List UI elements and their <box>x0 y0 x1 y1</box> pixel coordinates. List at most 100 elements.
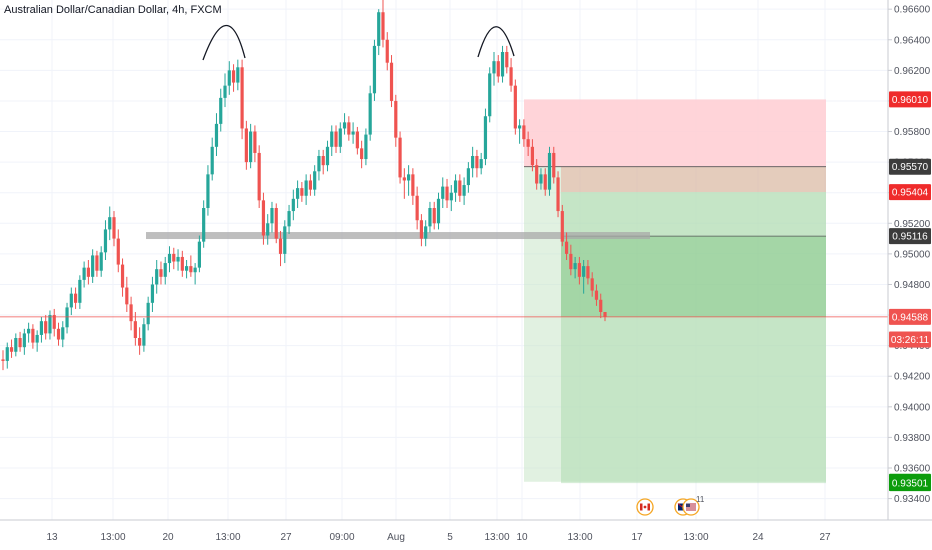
candle-body <box>236 67 240 83</box>
flag-stripe <box>686 503 696 505</box>
candle <box>231 64 236 92</box>
candle <box>313 165 317 196</box>
events[interactable]: 11 <box>636 495 705 516</box>
candle <box>1 350 5 371</box>
candle <box>535 159 539 190</box>
candle <box>189 255 193 277</box>
candle <box>35 330 39 352</box>
price-tag-bg <box>889 184 931 201</box>
candle-body <box>116 238 120 265</box>
candle-body <box>227 70 231 86</box>
candle-body <box>419 220 424 239</box>
candle <box>270 201 274 233</box>
candle <box>308 174 313 196</box>
candle <box>415 186 419 230</box>
candle-body <box>603 312 607 317</box>
candle <box>564 232 569 260</box>
price-tag-label: 0.95116 <box>892 232 928 243</box>
candle-body <box>5 347 9 361</box>
candle <box>398 131 402 184</box>
candle-body <box>14 338 18 352</box>
candle <box>31 324 35 349</box>
y-tick-label: 0.93800 <box>894 433 931 444</box>
price-tag: 0.96010 <box>889 91 931 108</box>
y-tick-label: 0.96200 <box>894 66 931 77</box>
candle <box>65 302 69 334</box>
candle <box>193 263 197 285</box>
candle <box>95 250 99 277</box>
candle <box>509 58 513 92</box>
candle-body <box>586 266 590 279</box>
candle-body <box>513 85 517 129</box>
candle-body <box>82 267 86 280</box>
canada-flag-icon[interactable] <box>636 498 654 516</box>
candle <box>330 125 334 156</box>
candle-body <box>159 269 163 277</box>
x-tick-label: Aug <box>387 532 405 543</box>
flag-field <box>686 503 696 511</box>
candle-body <box>381 12 385 40</box>
candle-body <box>500 52 505 77</box>
candle <box>364 128 368 166</box>
right-shoulder-arc <box>477 26 515 58</box>
candle-body <box>590 278 594 291</box>
x-tick-label: 24 <box>752 532 764 543</box>
candle <box>133 312 137 346</box>
candle-body <box>291 198 295 212</box>
candle-body <box>184 266 189 271</box>
candle-body <box>176 256 180 262</box>
flag-stripe <box>686 505 696 507</box>
candle-body <box>283 226 287 254</box>
flag-cross <box>677 503 683 508</box>
candle-body <box>295 188 300 199</box>
candle <box>505 45 509 74</box>
candle-body <box>475 156 479 169</box>
candle-body <box>120 264 125 288</box>
candle-body <box>48 315 52 334</box>
candle <box>56 322 61 346</box>
candle <box>582 260 586 294</box>
candle-body <box>577 263 581 277</box>
candle <box>321 149 325 175</box>
candle-body <box>278 238 283 254</box>
candle <box>432 201 436 230</box>
candle <box>479 152 483 175</box>
candle <box>197 235 201 273</box>
candle-body <box>398 137 402 178</box>
candle-body <box>411 174 415 196</box>
left-shoulder-arc <box>202 25 246 61</box>
candle <box>155 260 159 294</box>
candle-body <box>492 61 496 74</box>
candle <box>372 39 377 101</box>
candle-body <box>270 208 274 224</box>
candle <box>530 139 535 172</box>
time-axis[interactable]: 13 13:00 20 13:00 27 09:00 Aug 5 13:00 10 13:00 17 1… <box>0 519 932 543</box>
price-axis[interactable]: 0.966000.964000.962000.960000.958000.956… <box>887 0 931 520</box>
price-tag: 0.95570 <box>889 158 931 175</box>
candle <box>142 318 146 352</box>
candle-body <box>39 321 44 335</box>
x-tick-label: 13 <box>46 532 58 543</box>
flag-stripe <box>686 507 696 509</box>
x-tick-label: 13:00 <box>215 532 240 543</box>
candle-body <box>308 180 313 190</box>
usa-flag-icon[interactable]: 11 <box>682 495 705 516</box>
candle-body <box>453 180 458 193</box>
candle <box>543 168 547 196</box>
candle-body <box>155 269 159 285</box>
candle-body <box>287 211 291 227</box>
candle <box>407 165 411 196</box>
candle <box>146 296 150 331</box>
candle <box>116 229 120 273</box>
candle-body <box>150 284 155 303</box>
candle-body <box>325 146 330 166</box>
candle-body <box>526 139 530 147</box>
event-count: 11 <box>696 495 705 504</box>
y-tick-label: 0.94000 <box>894 402 931 413</box>
position-zones <box>524 99 826 484</box>
candle <box>441 177 445 208</box>
candle-body <box>394 100 398 138</box>
candle <box>202 200 206 248</box>
